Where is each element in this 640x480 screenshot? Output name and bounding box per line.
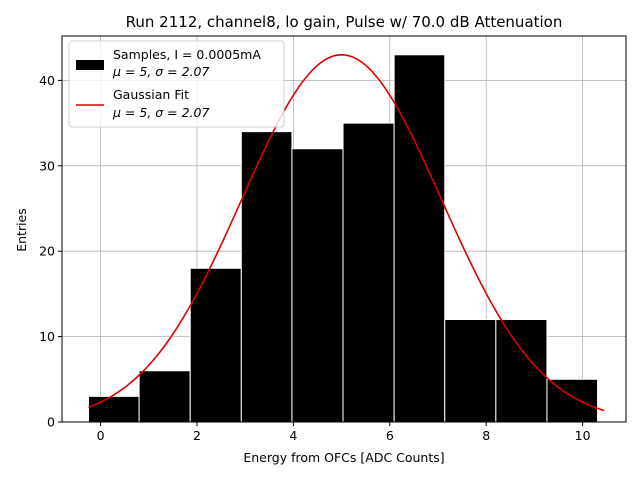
histogram-bar — [240, 131, 293, 423]
y-tick-label: 30 — [39, 158, 55, 173]
axis-ticks: 0 2 4 6 8 10 0 10 20 30 40 — [39, 73, 591, 443]
legend-histogram-swatch — [76, 60, 104, 70]
axes-frame — [61, 35, 627, 423]
legend-fit-stats: μ = 5, σ = 2.07 — [112, 105, 209, 120]
y-tick-label: 10 — [39, 329, 55, 344]
histogram-bar — [342, 122, 395, 423]
histogram-bar — [495, 319, 548, 423]
x-tick-label: 2 — [193, 428, 201, 443]
x-axis-label: Energy from OFCs [ADC Counts] — [243, 450, 444, 465]
x-tick-label: 10 — [575, 428, 591, 443]
chart-title: Run 2112, channel8, lo gain, Pulse w/ 70… — [126, 13, 563, 31]
histogram-bar — [88, 395, 140, 423]
x-tick-label: 6 — [386, 428, 394, 443]
y-tick-label: 40 — [39, 73, 55, 88]
histogram-bar — [444, 319, 497, 423]
x-tick-label: 8 — [482, 428, 490, 443]
legend-fit-label: Gaussian Fit — [113, 87, 189, 102]
legend-histogram-label: Samples, I = 0.0005mA — [113, 47, 261, 62]
histogram-bar — [291, 148, 344, 423]
gaussian-fit-curve — [88, 53, 605, 412]
y-axis-label: Entries — [14, 208, 29, 252]
histogram-bar — [138, 370, 191, 423]
histogram-bar — [189, 267, 242, 423]
histogram-bars — [88, 54, 599, 423]
legend-histogram-stats: μ = 5, σ = 2.07 — [112, 64, 209, 79]
x-tick-label: 0 — [97, 428, 105, 443]
legend: Samples, I = 0.0005mA μ = 5, σ = 2.07 Ga… — [68, 40, 285, 128]
y-tick-label: 0 — [47, 415, 55, 430]
y-tick-label: 20 — [39, 244, 55, 259]
histogram-bar — [546, 378, 599, 423]
x-tick-label: 4 — [289, 428, 297, 443]
histogram-bar — [393, 54, 446, 423]
legend-box — [68, 40, 285, 128]
